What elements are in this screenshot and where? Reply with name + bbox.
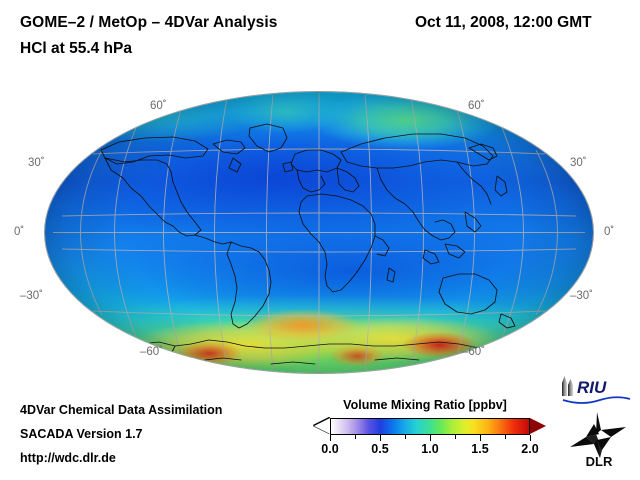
colorbar-tick-label: 0.0 (321, 442, 339, 456)
riu-logo-text: RIU (577, 378, 607, 397)
colorbar-tick-major (330, 435, 331, 441)
lat-label-left-30: 30˚ (28, 157, 45, 169)
colorbar-gradient (330, 418, 530, 435)
colorbar-tick-label: 1.0 (421, 442, 439, 456)
colorbar-tick-major (380, 435, 381, 441)
colorbar-tick-minor (405, 435, 406, 439)
graticule-grid (53, 93, 585, 372)
dlr-logo: DLR (570, 412, 626, 468)
footer-dataset-label: 4DVar Chemical Data Assimilation (20, 403, 223, 417)
mollweide-map (45, 92, 593, 373)
colorbar-tick-label: 1.5 (471, 442, 489, 456)
lat-label-left-m30: –30˚ (20, 290, 44, 302)
lat-label-left-60: 60˚ (150, 100, 167, 112)
globe-container (45, 92, 593, 373)
colorbar-under-arrow-icon (314, 418, 330, 434)
colorbar-axis (330, 435, 531, 441)
lat-label-right-m60: –60˚ (462, 346, 486, 358)
colorbar-tick-label: 2.0 (521, 442, 539, 456)
timestamp-label: Oct 11, 2008, 12:00 GMT (415, 14, 592, 31)
colorbar-tick-major (530, 435, 531, 441)
lat-label-right-0: 0˚ (604, 226, 615, 238)
colorbar-tick-minor (455, 435, 456, 439)
page-title: GOME–2 / MetOp – 4DVar Analysis (20, 14, 278, 31)
colorbar-tick-minor (355, 435, 356, 439)
lat-label-left-m60: –60˚ (140, 346, 164, 358)
colorbar-title: Volume Mixing Ratio [ppbv] (343, 398, 507, 412)
page-subtitle: HCl at 55.4 hPa (20, 40, 132, 57)
footer-url-link[interactable]: http://wdc.dlr.de (20, 451, 116, 465)
lat-label-right-60: 60˚ (468, 100, 485, 112)
lat-label-left-0: 0˚ (14, 226, 25, 238)
colorbar-over-arrow-icon (530, 418, 546, 434)
map-panel: 60˚ 30˚ 0˚ –30˚ –60˚ 60˚ 30˚ 0˚ –30˚ –60… (0, 70, 640, 390)
colorbar-tick-minor (505, 435, 506, 439)
dlr-logo-text: DLR (586, 454, 613, 468)
lat-label-right-30: 30˚ (570, 157, 587, 169)
colorbar-tick-label: 0.5 (371, 442, 389, 456)
footer-version-label: SACADA Version 1.7 (20, 427, 143, 441)
coastlines (100, 123, 516, 365)
colorbar-tick-major (480, 435, 481, 441)
limb-shading (45, 92, 593, 373)
colorbar-tick-major (430, 435, 431, 441)
riu-logo: RIU (562, 376, 631, 404)
colorbar: Volume Mixing Ratio [ppbv] 0.0 0.5 1.0 1.5 2… (300, 398, 550, 476)
lat-label-right-m30: –30˚ (570, 290, 594, 302)
